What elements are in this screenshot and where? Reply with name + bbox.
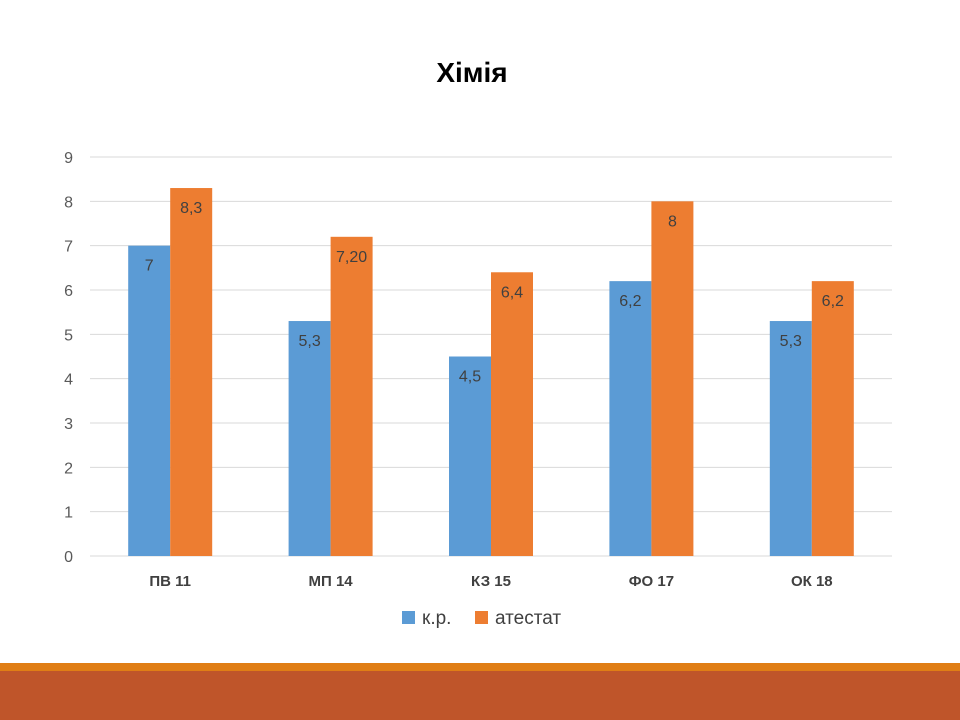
data-label: 5,3 [780,333,802,350]
bar-kr [288,321,331,556]
y-tick-label: 7 [64,239,73,256]
bars [128,188,854,557]
legend-label: атестат [495,608,561,629]
data-label: 4,5 [459,369,481,386]
data-label: 8 [668,213,677,230]
bar-atestat [651,201,694,557]
x-category-label: МП 14 [309,573,354,590]
y-tick-label: 8 [64,194,73,211]
legend-swatch [402,611,415,624]
bar-kr [449,356,491,556]
chart: Хімія 0 1 2 3 4 5 6 7 8 9 7 8,3 5,3 7,20 4,5 6,4 6,2 8 5,… [64,57,892,629]
y-tick-label: 9 [64,150,73,167]
legend-label: к.р. [422,608,451,629]
y-axis-ticks: 0 1 2 3 4 5 6 7 8 9 [64,150,73,566]
footer-accent-stripe [0,663,960,671]
data-label: 8,3 [180,200,202,217]
bar-kr [609,281,652,556]
data-label: 6,4 [501,284,523,301]
y-tick-label: 3 [64,416,73,433]
x-category-label: КЗ 15 [471,573,511,590]
bar-atestat [330,236,373,557]
y-tick-label: 5 [64,327,73,344]
data-label: 6,2 [619,293,641,310]
bar-kr [128,245,171,556]
x-axis-categories: ПВ 11 МП 14 КЗ 15 ФО 17 ОК 18 [149,573,832,590]
y-tick-label: 2 [64,460,73,477]
y-tick-label: 6 [64,283,73,300]
bar-atestat [491,272,533,556]
y-tick-label: 4 [64,372,73,389]
y-tick-label: 0 [64,549,73,566]
x-category-label: ПВ 11 [149,573,191,590]
y-tick-label: 1 [64,505,73,522]
legend: к.р. атестат [402,608,561,629]
x-category-label: ФО 17 [629,573,674,590]
data-labels: 7 8,3 5,3 7,20 4,5 6,4 6,2 8 5,3 6,2 [145,200,844,385]
footer-band [0,671,960,720]
data-label: 6,2 [822,293,844,310]
legend-swatch [475,611,488,624]
data-label: 7,20 [336,249,367,266]
bar-kr [769,321,812,556]
bar-atestat [811,281,854,556]
data-label: 7 [145,258,154,275]
chart-title: Хімія [436,57,507,88]
bar-atestat [170,188,213,557]
data-label: 5,3 [298,333,320,350]
x-category-label: ОК 18 [791,573,833,590]
